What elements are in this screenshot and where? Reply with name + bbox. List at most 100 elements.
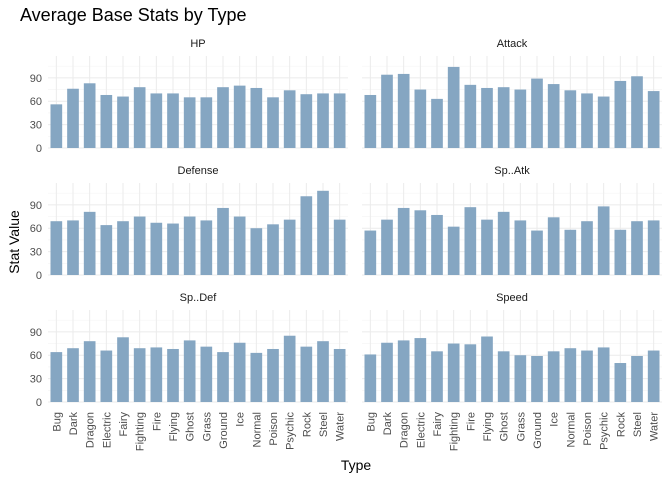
bar-electric (100, 94, 113, 148)
bar-ground (531, 78, 543, 148)
facet-title: Speed (496, 292, 528, 304)
bar-normal (250, 87, 263, 148)
bar-fairy (117, 96, 129, 148)
y-tick-label: 60 (30, 350, 42, 362)
x-tick-label: Dark (382, 412, 394, 436)
x-tick-label: Dragon (85, 412, 97, 448)
bar-poison (267, 97, 279, 148)
facet-panel-spdef: Sp..Def 0 30 60 90 Bug Dark Dragon Electric Fairy… (30, 292, 348, 451)
x-tick-label: Grass (515, 412, 527, 442)
y-tick-label: 90 (30, 327, 42, 339)
bar-ice (233, 342, 246, 402)
x-tick-label: Fighting (135, 412, 147, 451)
x-tick-label: Bug (51, 412, 63, 432)
bar-dragon (397, 73, 410, 148)
bar-electric (100, 225, 113, 275)
x-tick-label: Steel (632, 412, 644, 437)
facet-title: Defense (178, 165, 219, 177)
bar-ground (531, 230, 543, 275)
x-tick-label: Water (649, 412, 661, 441)
x-tick-label: Rock (615, 412, 627, 438)
bar-ground (217, 87, 229, 148)
bar-psychic (283, 335, 296, 402)
bar-grass (514, 220, 527, 275)
bar-ice (547, 351, 560, 402)
bar-fire (464, 84, 477, 148)
bar-grass (200, 97, 213, 148)
bar-grass (514, 89, 527, 148)
bar-electric (414, 210, 427, 275)
x-tick-label: Ghost (499, 412, 511, 441)
bar-electric (100, 350, 113, 402)
x-tick-label: Water (335, 412, 347, 441)
bar-steel (631, 76, 643, 148)
x-tick-label: Poison (582, 412, 594, 446)
facet-title: Sp..Atk (494, 165, 530, 177)
x-tick-label: Fairy (118, 412, 130, 437)
bar-ice (233, 85, 246, 148)
bar-psychic (597, 206, 610, 275)
bar-fighting (447, 343, 460, 402)
x-tick-label: Psychic (599, 412, 611, 450)
bar-dark (381, 74, 393, 148)
x-tick-label: Bug (365, 412, 377, 432)
bar-ghost (497, 351, 510, 402)
bar-dark (67, 220, 79, 275)
x-tick-label: Flying (482, 412, 494, 441)
bar-ground (531, 356, 543, 402)
bar-bug (364, 94, 377, 148)
y-tick-label: 60 (30, 223, 42, 235)
bar-normal (250, 352, 263, 402)
y-tick-label: 30 (30, 374, 42, 386)
bar-psychic (597, 96, 610, 148)
x-tick-label: Normal (565, 412, 577, 447)
y-tick-label: 0 (36, 270, 42, 282)
x-tick-label: Dark (68, 412, 80, 436)
bar-fairy (431, 214, 443, 275)
facet-panel-speed: Speed Bug Dark Dragon Electric Fairy Fighting F… (362, 292, 662, 451)
x-tick-label: Steel (318, 412, 330, 437)
y-tick-label: 60 (30, 96, 42, 108)
bar-dragon (83, 211, 96, 275)
bar-rock (300, 196, 313, 275)
facet-title: Sp..Def (180, 292, 218, 304)
bar-flying (481, 219, 493, 275)
bar-psychic (283, 219, 296, 275)
bar-rock (300, 346, 313, 402)
bar-normal (250, 228, 263, 275)
bar-bug (50, 104, 63, 148)
bar-poison (581, 93, 593, 148)
x-tick-label: Ground (532, 412, 544, 449)
x-tick-label: Fire (151, 412, 163, 431)
x-tick-label: Fairy (432, 412, 444, 437)
facet-title: HP (190, 38, 205, 50)
y-tick-label: 90 (30, 200, 42, 212)
bar-fairy (431, 351, 443, 402)
bar-ghost (183, 97, 196, 148)
y-axis-title: Stat Value (6, 210, 22, 274)
bar-fairy (117, 337, 129, 402)
x-tick-label: Ghost (185, 412, 197, 441)
bar-electric (414, 338, 427, 402)
bar-water (333, 219, 346, 275)
y-tick-label: 30 (30, 247, 42, 259)
bar-fighting (447, 66, 460, 148)
x-tick-label: Fighting (449, 412, 461, 451)
bar-bug (364, 354, 377, 402)
bar-psychic (597, 347, 610, 402)
bar-bug (364, 230, 377, 275)
bar-fighting (447, 226, 460, 275)
bar-grass (200, 220, 213, 275)
bar-rock (300, 94, 313, 148)
bar-fairy (431, 98, 443, 148)
bar-flying (481, 87, 493, 148)
bar-bug (50, 221, 63, 275)
bar-steel (631, 221, 643, 275)
bar-poison (581, 221, 593, 275)
bar-water (647, 91, 660, 148)
bar-bug (50, 352, 63, 402)
bar-flying (167, 348, 179, 402)
bar-fire (464, 344, 477, 402)
chart-title: Average Base Stats by Type (20, 5, 246, 25)
bar-dark (67, 348, 79, 402)
